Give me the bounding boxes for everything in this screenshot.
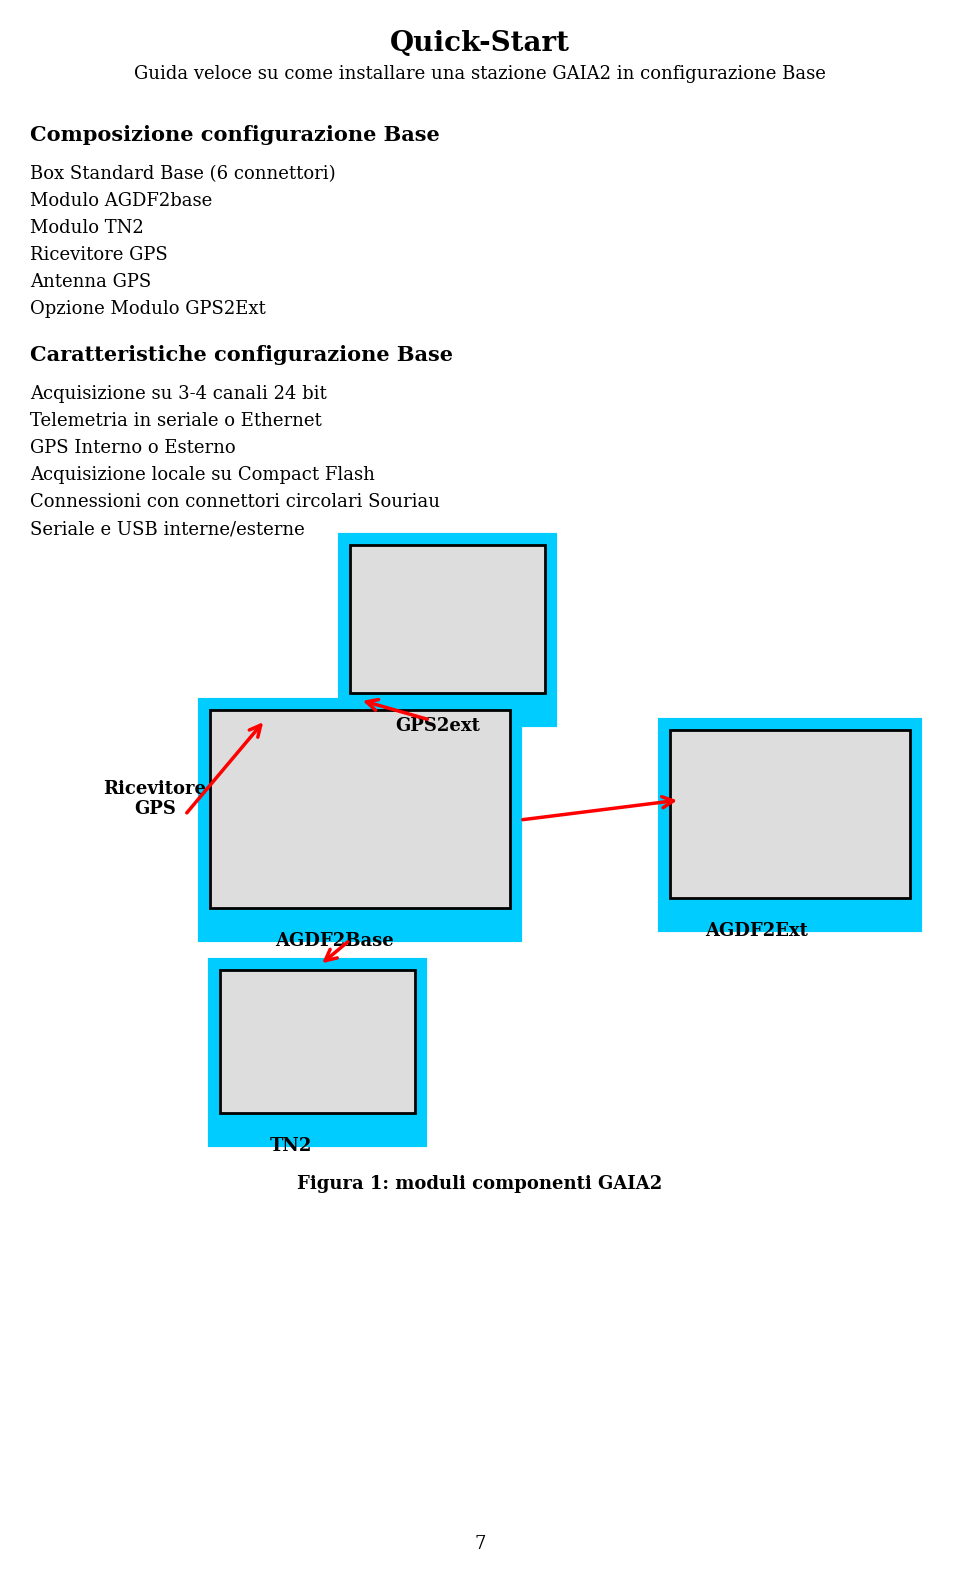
Text: Guida veloce su come installare una stazione GAIA2 in configurazione Base: Guida veloce su come installare una staz… <box>134 65 826 84</box>
Text: AGDF2Ext: AGDF2Ext <box>705 922 808 940</box>
Text: TN2: TN2 <box>270 1137 312 1154</box>
Text: Connessioni con connettori circolari Souriau: Connessioni con connettori circolari Sou… <box>30 493 440 512</box>
Bar <box>660 720 920 930</box>
Text: Modulo AGDF2base: Modulo AGDF2base <box>30 193 212 210</box>
Text: Antenna GPS: Antenna GPS <box>30 273 152 291</box>
Bar <box>350 545 545 693</box>
Text: Composizione configurazione Base: Composizione configurazione Base <box>30 125 440 145</box>
Bar <box>210 711 510 908</box>
Text: Figura 1: moduli componenti GAIA2: Figura 1: moduli componenti GAIA2 <box>298 1175 662 1194</box>
Text: Ricevitore: Ricevitore <box>104 780 206 797</box>
Text: 7: 7 <box>474 1535 486 1554</box>
Text: AGDF2Base: AGDF2Base <box>275 932 394 951</box>
Text: GPS: GPS <box>134 801 176 818</box>
Bar <box>670 729 910 898</box>
Text: Acquisizione su 3-4 canali 24 bit: Acquisizione su 3-4 canali 24 bit <box>30 385 326 403</box>
Text: Opzione Modulo GPS2Ext: Opzione Modulo GPS2Ext <box>30 300 266 317</box>
Text: Ricevitore GPS: Ricevitore GPS <box>30 246 168 264</box>
Text: Caratteristiche configurazione Base: Caratteristiche configurazione Base <box>30 344 453 365</box>
Text: Quick-Start: Quick-Start <box>390 30 570 57</box>
Text: Modulo TN2: Modulo TN2 <box>30 219 144 237</box>
Text: GPS Interno o Esterno: GPS Interno o Esterno <box>30 439 235 456</box>
Text: Box Standard Base (6 connettori): Box Standard Base (6 connettori) <box>30 164 336 183</box>
Bar <box>200 699 520 940</box>
Text: Seriale e USB interne/esterne: Seriale e USB interne/esterne <box>30 519 304 538</box>
Bar <box>220 970 415 1113</box>
Text: Acquisizione locale su Compact Flash: Acquisizione locale su Compact Flash <box>30 466 374 485</box>
Text: Telemetria in seriale o Ethernet: Telemetria in seriale o Ethernet <box>30 412 322 429</box>
Bar <box>210 960 425 1145</box>
Text: GPS2ext: GPS2ext <box>395 717 480 734</box>
Bar <box>340 535 555 725</box>
